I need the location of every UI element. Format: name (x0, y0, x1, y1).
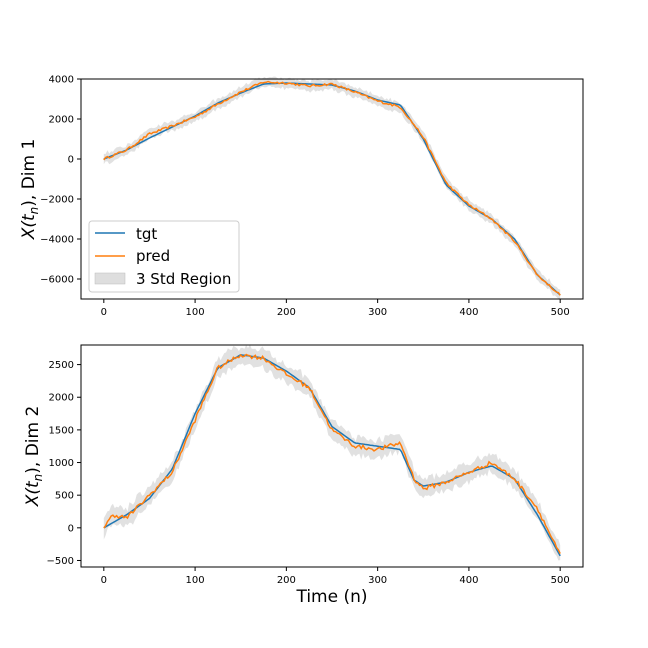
x-axis-label: Time (n) (295, 587, 367, 607)
bottom-y-tick-label: 2500 (49, 360, 74, 371)
top-x-tick-label: 100 (186, 307, 205, 318)
bottom-std-band (103, 344, 561, 561)
bottom-y-tick-label: 500 (55, 491, 74, 502)
top-pred-line (103, 80, 561, 296)
bottom-panel: 0 100 200 300 400 500 −500 0 500 1000 1500 2000 2500… (23, 344, 584, 607)
top-y-tick-label: −6000 (40, 275, 74, 286)
top-x-tick-label: 300 (368, 307, 387, 318)
top-y-tick-label: 0 (68, 155, 74, 166)
top-y-tick-label: −2000 (40, 195, 74, 206)
top-plot-area-frame (80, 78, 584, 300)
svg-text:X(tn), Dim 2: X(tn), Dim 2 (23, 406, 45, 508)
top-y-tick-label: −4000 (40, 235, 74, 246)
bottom-y-tick-label: 2000 (49, 393, 74, 404)
top-x-tick-label: 400 (459, 307, 478, 318)
bottom-plot-area-frame (80, 344, 584, 568)
bottom-x-tick-label: 100 (186, 575, 205, 586)
bottom-y-tick-label: 0 (68, 523, 74, 534)
top-y-axis-label: X(tn), Dim 1 (19, 139, 41, 241)
top-x-tick-label: 500 (551, 307, 570, 318)
top-x-tick-label: 0 (101, 307, 107, 318)
legend: tgt pred 3 Std Region (88, 220, 240, 293)
bottom-x-tick-label: 400 (459, 575, 478, 586)
bottom-y-tick-label: 1000 (49, 458, 74, 469)
legend-band-swatch (94, 272, 126, 285)
legend-pred-label: pred (136, 247, 170, 265)
bottom-y-tick-label: 1500 (49, 425, 74, 436)
top-y-tick-label: 2000 (49, 115, 74, 126)
legend-tgt-label: tgt (136, 225, 157, 243)
bottom-x-tick-label: 0 (101, 575, 107, 586)
svg-text:X(tn), Dim 1: X(tn), Dim 1 (19, 139, 41, 241)
bottom-x-tick-label: 500 (551, 575, 570, 586)
bottom-pred-line (103, 353, 561, 554)
top-panel: 0 100 200 300 400 500 −6000 −4000 −2000 0 2000 4000… (19, 75, 584, 318)
bottom-y-tick-label: −500 (47, 556, 74, 567)
bottom-x-tick-label: 300 (368, 575, 387, 586)
legend-band-label: 3 Std Region (136, 270, 231, 288)
bottom-y-axis-label: X(tn), Dim 2 (23, 406, 45, 508)
bottom-x-tick-label: 200 (277, 575, 296, 586)
legend-box (88, 220, 240, 293)
top-y-tick-label: 4000 (49, 75, 74, 86)
top-x-tick-label: 200 (277, 307, 296, 318)
